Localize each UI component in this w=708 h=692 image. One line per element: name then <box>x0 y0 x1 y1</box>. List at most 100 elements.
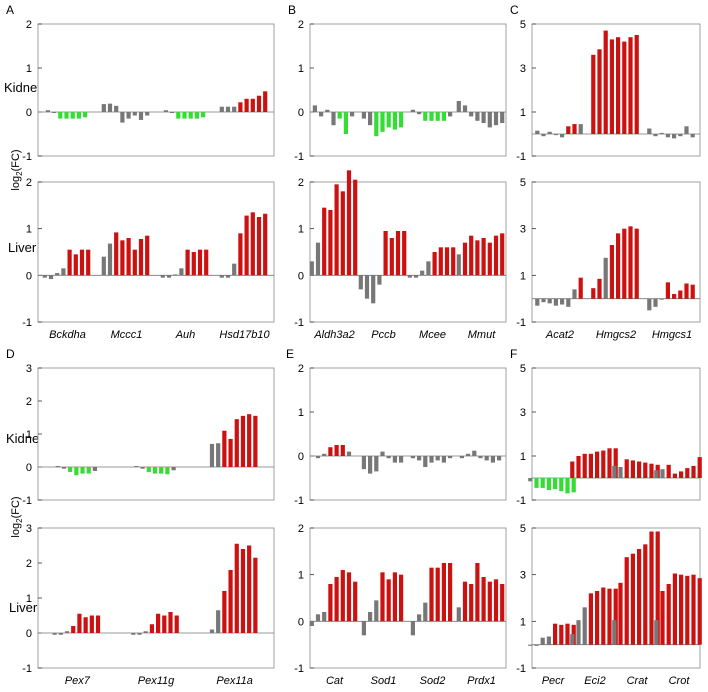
y-tick-label: 1 <box>298 224 304 236</box>
bar-acat2-4 <box>553 298 558 306</box>
y-tick-label: 1 <box>298 63 304 75</box>
bar-mmut-5 <box>481 112 486 123</box>
bar-pex11g-5 <box>159 467 164 474</box>
bar-cat-1 <box>309 621 314 626</box>
bar-pex7-1 <box>55 466 60 468</box>
bar-mcee-3 <box>420 270 425 276</box>
bar-bckdha-6 <box>73 254 78 276</box>
bar-pex11a-1 <box>209 443 215 467</box>
bar-pecr-5 <box>553 478 558 489</box>
bar-bckdha-8 <box>86 249 91 276</box>
bar-hsd17b10-1 <box>219 275 224 278</box>
bar-hsd17b10-5 <box>244 98 249 112</box>
bar-pex11a-7 <box>247 414 252 467</box>
bar-acat2-5 <box>560 298 565 305</box>
bar-auh-2 <box>166 275 172 278</box>
bar-pccb-7 <box>395 231 401 276</box>
bar-eci2-6 <box>601 450 606 478</box>
bar-pccb-6 <box>392 112 397 130</box>
bar-pecr-6 <box>559 624 564 645</box>
bar-crat-1 <box>612 620 617 645</box>
gene-label-hsd17b10: Hsd17b10 <box>219 329 270 341</box>
bar-sod1-3 <box>374 600 379 622</box>
gene-label-pecr: Pecr <box>542 675 566 687</box>
bar-prdx1-6 <box>487 581 492 622</box>
bar-eci2-5 <box>595 451 600 478</box>
bar-pex11a-1 <box>209 629 215 633</box>
bar-hsd17b10-5 <box>244 215 249 276</box>
bar-hmgcs1-6 <box>678 290 683 299</box>
y-axis-label-main: log <box>10 176 22 191</box>
bar-auh-2 <box>170 112 175 113</box>
y-tick-label: 0 <box>26 107 32 119</box>
y-tick-label: 1 <box>298 570 304 582</box>
bar-mmut-2 <box>462 105 468 112</box>
y-tick-label: -1 <box>516 495 526 507</box>
bar-pecr-8 <box>571 478 576 493</box>
bar-pccb-2 <box>364 275 370 299</box>
bar-pex11g-2 <box>137 633 142 635</box>
bar-eci2-8 <box>613 448 618 478</box>
bar-pccb-5 <box>383 231 388 276</box>
bar-hsd17b10-6 <box>250 98 255 112</box>
bar-aldh3a2-5 <box>337 112 342 119</box>
bar-eci2-7 <box>607 448 612 478</box>
bar-mmut-5 <box>481 238 486 276</box>
bar-mccc1-5 <box>126 238 131 276</box>
y-tick-label: 0 <box>26 270 32 282</box>
bar-sod1-5 <box>386 456 391 459</box>
bar-hmgcs1-8 <box>690 134 695 138</box>
bar-cat-4 <box>334 445 339 456</box>
bar-bckdha-2 <box>52 112 57 113</box>
bar-pex11g-5 <box>156 613 161 633</box>
bar-eci2-2 <box>576 456 581 478</box>
bar-prdx1-3 <box>472 450 477 456</box>
bar-sod2-7 <box>448 456 453 459</box>
gene-label-mmut: Mmut <box>468 329 496 341</box>
y-axis-label-suffix: (FC) <box>10 149 22 171</box>
bar-cat-8 <box>353 581 358 622</box>
panel-letter-f: F <box>510 347 517 361</box>
bar-hmgcs1-1 <box>647 128 652 134</box>
bar-pex7-2 <box>58 633 63 635</box>
bar-mccc1-6 <box>132 249 137 276</box>
bar-bckdha-3 <box>58 112 63 119</box>
bar-hmgcs2-6 <box>622 228 627 299</box>
y-tick-label: 5 <box>520 19 526 31</box>
bar-eci2-7 <box>607 588 612 645</box>
bar-hmgcs1-5 <box>672 134 677 139</box>
y-tick-label: -1 <box>294 317 304 329</box>
bar-mcee-2 <box>413 275 419 278</box>
bar-crot-1 <box>654 620 659 645</box>
bar-acat2-6 <box>566 298 571 307</box>
bar-hmgcs1-2 <box>653 298 658 307</box>
bar-pex11g-4 <box>149 624 154 633</box>
y-tick-label: 1 <box>26 429 32 441</box>
bar-hmgcs1-2 <box>653 134 658 137</box>
bar-hmgcs2-7 <box>628 226 633 299</box>
bar-pex7-3 <box>68 467 73 472</box>
bar-pccb-3 <box>371 275 376 304</box>
bar-auh-3 <box>173 274 178 276</box>
bar-hmgcs1-6 <box>678 134 683 137</box>
bar-sod2-4 <box>429 456 434 463</box>
gene-label-hmgcs1: Hmgcs1 <box>652 329 692 341</box>
chart-c-liver: -1 1 3 5 Acat2 Hmgcs2 Hmgcs1 <box>516 177 701 341</box>
y-axis-label-top: log2(FC) <box>10 149 24 190</box>
bar-pecr-1 <box>528 644 533 646</box>
bar-pccb-1 <box>358 275 363 290</box>
bar-crot-3 <box>666 464 671 478</box>
y-tick-label: 5 <box>520 523 526 535</box>
bar-sod1-3 <box>374 456 379 472</box>
bar-pex11a-3 <box>222 591 227 633</box>
bar-hsd17b10-7 <box>256 95 262 112</box>
bar-mcee-7 <box>448 112 453 117</box>
bar-pccb-4 <box>377 275 382 285</box>
bar-cat-6 <box>340 570 345 622</box>
bar-aldh3a2-2 <box>315 242 321 276</box>
bar-crot-7 <box>691 574 696 645</box>
bar-sod2-6 <box>441 456 446 463</box>
bar-aldh3a2-4 <box>328 210 333 276</box>
y-tick-label: -1 <box>22 317 32 329</box>
